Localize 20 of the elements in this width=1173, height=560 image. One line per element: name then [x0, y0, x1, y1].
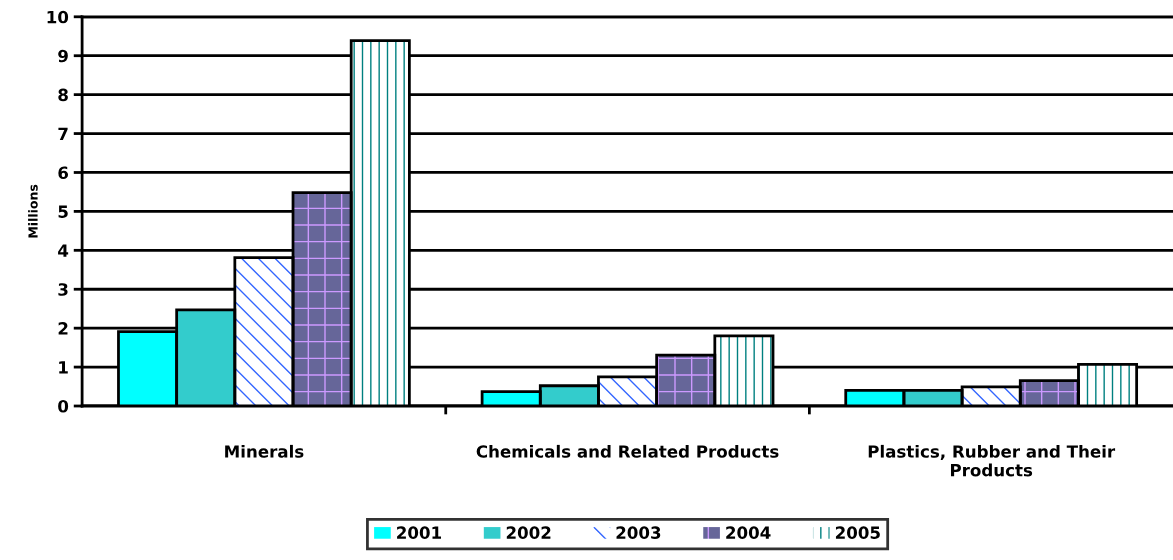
x-tick-label: Minerals [225, 444, 304, 458]
x-tick-label: Plastics, Rubber and Their Products [868, 444, 1116, 477]
legend-label: 2004 [726, 526, 771, 539]
legend-label: 2002 [506, 526, 551, 539]
y-tick-label: 4 [58, 244, 69, 257]
y-tick-label: 5 [58, 205, 68, 218]
y-tick-label: 3 [58, 283, 68, 296]
legend-label: 2001 [397, 526, 441, 539]
y-tick-label: 9 [58, 49, 68, 63]
y-tick-label: 10 [47, 10, 69, 24]
x-tick-label: Chemicals and Related Products [476, 444, 779, 458]
y-tick-label: 1 [59, 361, 68, 374]
y-tick-label: 8 [58, 88, 68, 102]
legend-label: 2005 [835, 526, 880, 539]
y-axis-title: Millions [28, 184, 38, 238]
y-tick-label: 7 [58, 127, 68, 140]
legend-label: 2003 [616, 526, 661, 539]
y-tick-label: 0 [58, 399, 69, 413]
y-tick-label: 6 [58, 166, 69, 180]
y-tick-label: 2 [58, 322, 68, 335]
